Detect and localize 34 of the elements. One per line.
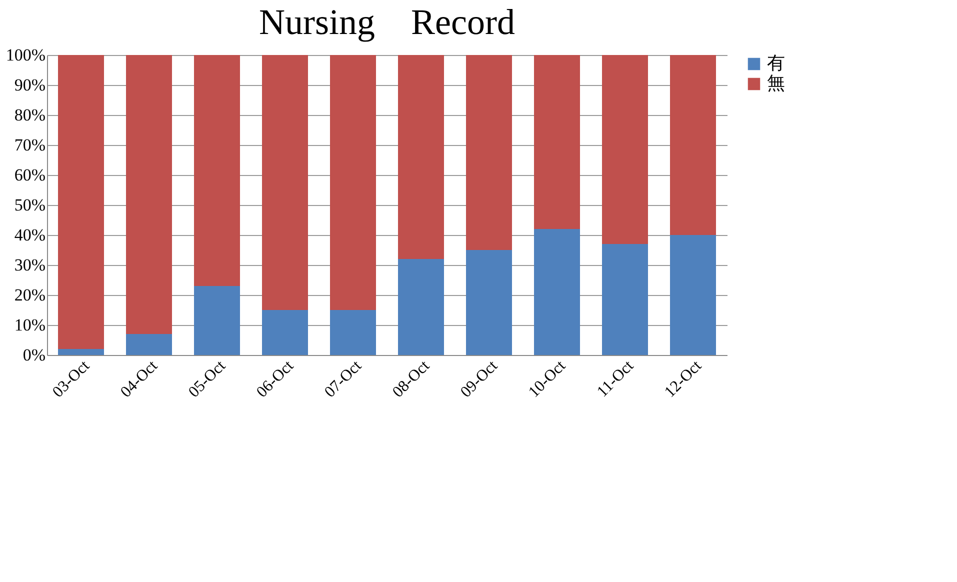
y-tick-label: 0% (22, 346, 46, 364)
y-tick-label: 10% (14, 316, 46, 334)
legend-label: 無 (767, 73, 785, 93)
y-tick-label: 90% (14, 76, 46, 94)
bar (262, 310, 308, 355)
bar (466, 250, 512, 355)
legend-label: 有 (767, 53, 785, 73)
bar (262, 55, 308, 310)
bar (534, 229, 580, 355)
bar (466, 55, 512, 250)
y-tick-label: 50% (14, 196, 46, 214)
y-tick-label: 20% (14, 286, 46, 304)
bar (58, 55, 104, 349)
chart-title: Nursing Record (259, 2, 515, 42)
bar (194, 286, 240, 355)
bar (194, 55, 240, 286)
bar (58, 349, 104, 355)
bar (670, 235, 716, 355)
bar (670, 55, 716, 235)
y-tick-label: 60% (14, 166, 46, 184)
bar (602, 55, 648, 244)
bar (126, 55, 172, 334)
y-tick-label: 80% (14, 106, 46, 124)
bar (398, 259, 444, 355)
bar (126, 334, 172, 355)
bar (330, 55, 376, 310)
bar (330, 310, 376, 355)
bar (398, 55, 444, 259)
y-tick-label: 70% (14, 136, 46, 154)
y-tick-label: 30% (14, 256, 46, 274)
bar (602, 244, 648, 355)
bar (534, 55, 580, 229)
y-tick-label: 100% (6, 46, 46, 64)
y-tick-label: 40% (14, 226, 46, 244)
